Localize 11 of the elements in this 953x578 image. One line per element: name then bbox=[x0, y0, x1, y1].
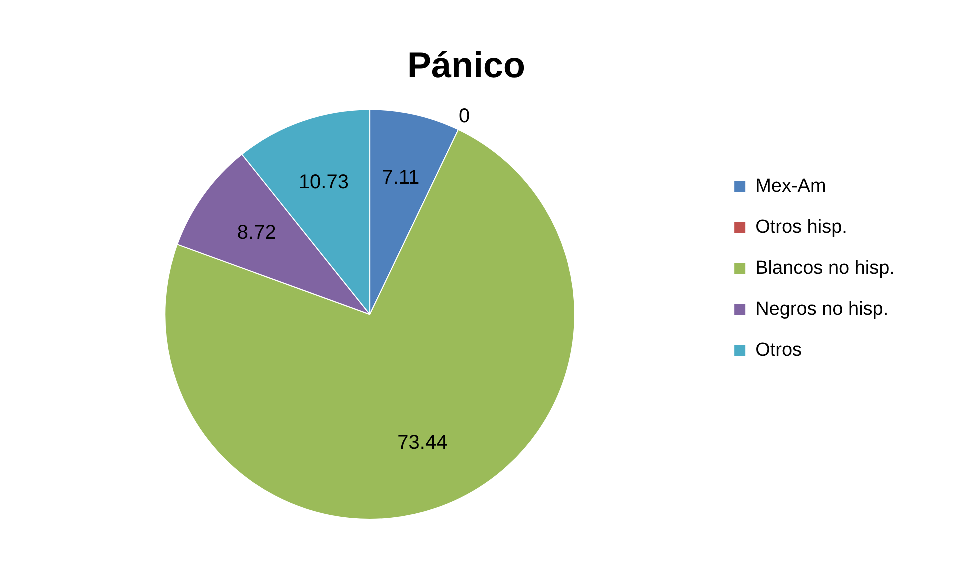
data-label: 7.11 bbox=[382, 167, 420, 190]
data-label: 8.72 bbox=[237, 222, 276, 244]
legend-label: Otros bbox=[756, 340, 802, 362]
chart-title: Pánico bbox=[407, 44, 526, 86]
legend-label: Otros hisp. bbox=[756, 217, 848, 238]
text: 0 bbox=[459, 106, 470, 128]
data-label: 73.44 bbox=[398, 432, 448, 454]
legend-label: Negros no hisp. bbox=[756, 299, 889, 320]
legend-label: Mex-Am bbox=[756, 176, 826, 198]
legend-label: Blancos no hisp. bbox=[756, 258, 895, 280]
data-label: 10.73 bbox=[298, 172, 349, 194]
